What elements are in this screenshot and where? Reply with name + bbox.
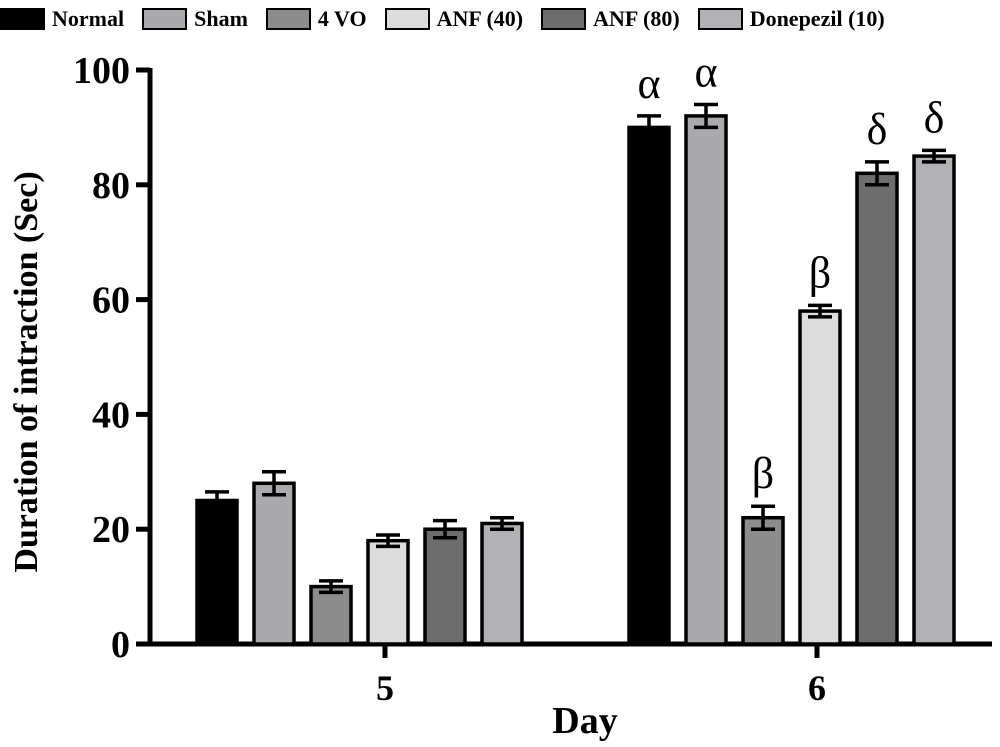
legend-swatch [384, 8, 430, 30]
y-tick-label: 0 [111, 624, 130, 666]
significance-label: δ [924, 93, 945, 142]
legend-item: Donepezil (10) [697, 6, 903, 32]
legend-label: ANF (80) [593, 6, 680, 31]
legend-item: Normal [0, 6, 142, 32]
bar [912, 154, 956, 646]
y-tick-label: 80 [92, 165, 130, 207]
bar [195, 498, 239, 646]
y-tick-label: 100 [73, 50, 130, 92]
bar [627, 125, 671, 646]
legend-item: 4 VO [265, 6, 385, 32]
legend-label: ANF (40) [436, 6, 524, 31]
x-tick-label: 5 [376, 668, 394, 708]
legend: Normal Sham 4 VO ANF (40) ANF (80) Donepezil … [0, 4, 903, 34]
bar [309, 584, 353, 646]
legend-swatch [142, 8, 188, 30]
bar [366, 538, 410, 646]
bar [252, 481, 296, 646]
significance-label: δ [867, 105, 888, 154]
legend-label: Normal [52, 6, 125, 31]
bar [684, 114, 728, 646]
legend-swatch [265, 8, 311, 30]
bar [798, 309, 842, 646]
legend-item: ANF (40) [384, 6, 542, 32]
legend-label: 4 VO [317, 6, 367, 31]
legend-item: Sham [142, 6, 266, 32]
legend-label: Donepezil (10) [749, 6, 885, 31]
legend-swatch [541, 8, 587, 30]
y-axis-title: Duration of intraction (Sec) [8, 171, 45, 573]
significance-label: β [809, 248, 831, 297]
bar [480, 521, 524, 646]
significance-label: β [752, 449, 774, 498]
y-tick-label: 60 [92, 280, 130, 322]
significance-label: α [694, 47, 717, 96]
bar [741, 515, 785, 646]
legend-label: Sham [194, 6, 248, 31]
significance-label: α [637, 59, 660, 108]
legend-item: ANF (80) [541, 6, 698, 32]
legend-swatch [697, 8, 743, 30]
bar [423, 527, 467, 646]
x-axis-title: Day [552, 700, 617, 742]
y-tick-label: 20 [92, 509, 130, 551]
x-tick-label: 6 [808, 668, 826, 708]
legend-swatch [0, 8, 45, 30]
bar [855, 171, 899, 646]
y-tick-label: 40 [92, 394, 130, 436]
